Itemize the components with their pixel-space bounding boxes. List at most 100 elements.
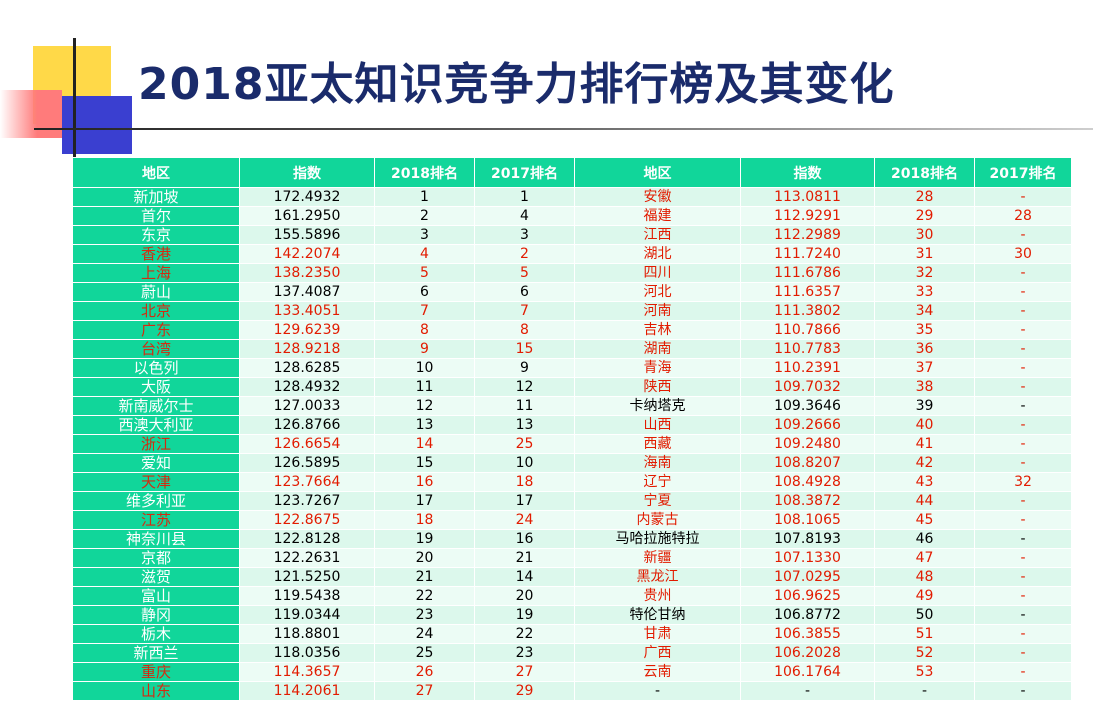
cell-index-right: 108.3872	[740, 491, 875, 511]
cell-rank2018-left: 6	[374, 282, 475, 302]
cell-rank2018-right: 35	[874, 320, 975, 340]
cell-rank2017-left: 6	[474, 282, 575, 302]
cell-rank2018-left: 13	[374, 415, 475, 435]
cell-rank2017-left: 3	[474, 225, 575, 245]
cell-region-right: 河北	[574, 282, 741, 302]
table-row: 重庆 114.3657 26 27 云南 106.1764 53-	[72, 662, 1072, 682]
table-row: 山东 114.2061 27 29- - - -	[72, 681, 1072, 701]
decor-vertical-line	[73, 38, 76, 165]
cell-region-left: 江苏	[72, 510, 240, 530]
cell-rank2018-right: 31	[874, 244, 975, 264]
table-row: 西澳大利亚 126.8766 13 13 山西 109.2666 40-	[72, 415, 1072, 435]
cell-index-left: 114.3657	[239, 662, 375, 682]
cell-index-right: 111.6357	[740, 282, 875, 302]
cell-rank2018-right: 49	[874, 586, 975, 606]
table-row: 富山 119.5438 22 20 贵州 106.9625 49-	[72, 586, 1072, 606]
table-row: 北京 133.4051 7 7 河南 111.3802 34-	[72, 301, 1072, 321]
cell-rank2017-right: -	[974, 263, 1072, 283]
cell-rank2018-right: 52	[874, 643, 975, 663]
cell-rank2017-left: 27	[474, 662, 575, 682]
cell-index-left: 155.5896	[239, 225, 375, 245]
table-row: 京都 122.2631 20 21 新疆 107.1330 47-	[72, 548, 1072, 568]
cell-region-right: 福建	[574, 206, 741, 226]
cell-index-right: 112.2989	[740, 225, 875, 245]
cell-rank2018-right: 51	[874, 624, 975, 644]
cell-rank2018-right: 41	[874, 434, 975, 454]
cell-rank2017-left: 24	[474, 510, 575, 530]
cell-rank2018-left: 2	[374, 206, 475, 226]
table-row: 首尔 161.2950 2 4 福建 112.9291 29 28	[72, 206, 1072, 226]
cell-region-right: 贵州	[574, 586, 741, 606]
cell-region-right: 新疆	[574, 548, 741, 568]
header-rank2017-right: 2017排名	[974, 157, 1072, 188]
header-region-left: 地区	[72, 157, 240, 188]
cell-region-left: 京都	[72, 548, 240, 568]
cell-index-right: 109.3646	[740, 396, 875, 416]
cell-index-left: 161.2950	[239, 206, 375, 226]
cell-rank2018-right: 30	[874, 225, 975, 245]
cell-rank2017-left: 9	[474, 358, 575, 378]
page-title: 2018亚太知识竞争力排行榜及其变化	[138, 59, 895, 110]
table-row: 天津 123.7664 16 18 辽宁 108.4928 43 32	[72, 472, 1072, 492]
cell-region-left: 蔚山	[72, 282, 240, 302]
cell-region-left: 台湾	[72, 339, 240, 359]
cell-region-left: 山东	[72, 681, 240, 701]
cell-rank2017-left: 19	[474, 605, 575, 625]
cell-rank2017-right: 28	[974, 206, 1072, 226]
cell-rank2018-left: 19	[374, 529, 475, 549]
cell-rank2018-left: 22	[374, 586, 475, 606]
cell-rank2017-left: 8	[474, 320, 575, 340]
cell-region-right: 江西	[574, 225, 741, 245]
table-row: 新南威尔士 127.0033 12 11 卡纳塔克 109.3646 39-	[72, 396, 1072, 416]
cell-rank2018-left: 10	[374, 358, 475, 378]
cell-rank2018-right: 44	[874, 491, 975, 511]
cell-region-right: 山西	[574, 415, 741, 435]
table-row: 滋贺 121.5250 21 14 黑龙江 107.0295 48-	[72, 567, 1072, 587]
header-region-right: 地区	[574, 157, 741, 188]
ranking-table: 地区 指数 2018排名 2017排名 地区 指数 2018排名 2017排名 …	[72, 157, 1072, 701]
cell-index-left: 126.8766	[239, 415, 375, 435]
cell-region-right: 卡纳塔克	[574, 396, 741, 416]
table-header-row: 地区 指数 2018排名 2017排名 地区 指数 2018排名 2017排名	[72, 157, 1072, 188]
cell-region-left: 栃木	[72, 624, 240, 644]
cell-rank2018-right: 42	[874, 453, 975, 473]
cell-region-left: 西澳大利亚	[72, 415, 240, 435]
cell-rank2017-right: -	[974, 548, 1072, 568]
cell-rank2017-right: -	[974, 567, 1072, 587]
cell-rank2018-left: 16	[374, 472, 475, 492]
cell-rank2018-right: 50	[874, 605, 975, 625]
table-row: 上海 138.2350 5 5 四川 111.6786 32-	[72, 263, 1072, 283]
cell-index-right: 110.7783	[740, 339, 875, 359]
cell-rank2018-right: 40	[874, 415, 975, 435]
cell-rank2017-right: -	[974, 586, 1072, 606]
cell-rank2017-right: -	[974, 320, 1072, 340]
cell-region-right: 黑龙江	[574, 567, 741, 587]
cell-index-left: 123.7664	[239, 472, 375, 492]
cell-rank2017-right: -	[974, 339, 1072, 359]
cell-region-right: 湖北	[574, 244, 741, 264]
table-row: 新西兰 118.0356 25 23 广西 106.2028 52-	[72, 643, 1072, 663]
cell-rank2017-left: 11	[474, 396, 575, 416]
cell-rank2017-left: 5	[474, 263, 575, 283]
cell-rank2017-right: -	[974, 358, 1072, 378]
cell-index-left: 138.2350	[239, 263, 375, 283]
cell-index-left: 121.5250	[239, 567, 375, 587]
cell-rank2018-left: 26	[374, 662, 475, 682]
cell-region-right: 云南	[574, 662, 741, 682]
cell-region-right: 甘肃	[574, 624, 741, 644]
table-body: 新加坡 172.4932 1 1 安徽 113.0811 28- 首尔 161.2950 2 4 福建…	[72, 187, 1072, 701]
cell-region-left: 上海	[72, 263, 240, 283]
cell-rank2017-right: -	[974, 301, 1072, 321]
cell-index-right: 110.2391	[740, 358, 875, 378]
cell-rank2017-left: 25	[474, 434, 575, 454]
cell-index-left: 128.4932	[239, 377, 375, 397]
cell-index-left: 122.8675	[239, 510, 375, 530]
cell-index-right: 109.2480	[740, 434, 875, 454]
cell-index-right: 106.1764	[740, 662, 875, 682]
cell-rank2017-left: 1	[474, 187, 575, 207]
cell-rank2018-left: 23	[374, 605, 475, 625]
cell-rank2017-right: -	[974, 225, 1072, 245]
cell-region-right: -	[574, 681, 741, 701]
cell-index-right: 106.2028	[740, 643, 875, 663]
table-row: 江苏 122.8675 18 24 内蒙古 108.1065 45-	[72, 510, 1072, 530]
